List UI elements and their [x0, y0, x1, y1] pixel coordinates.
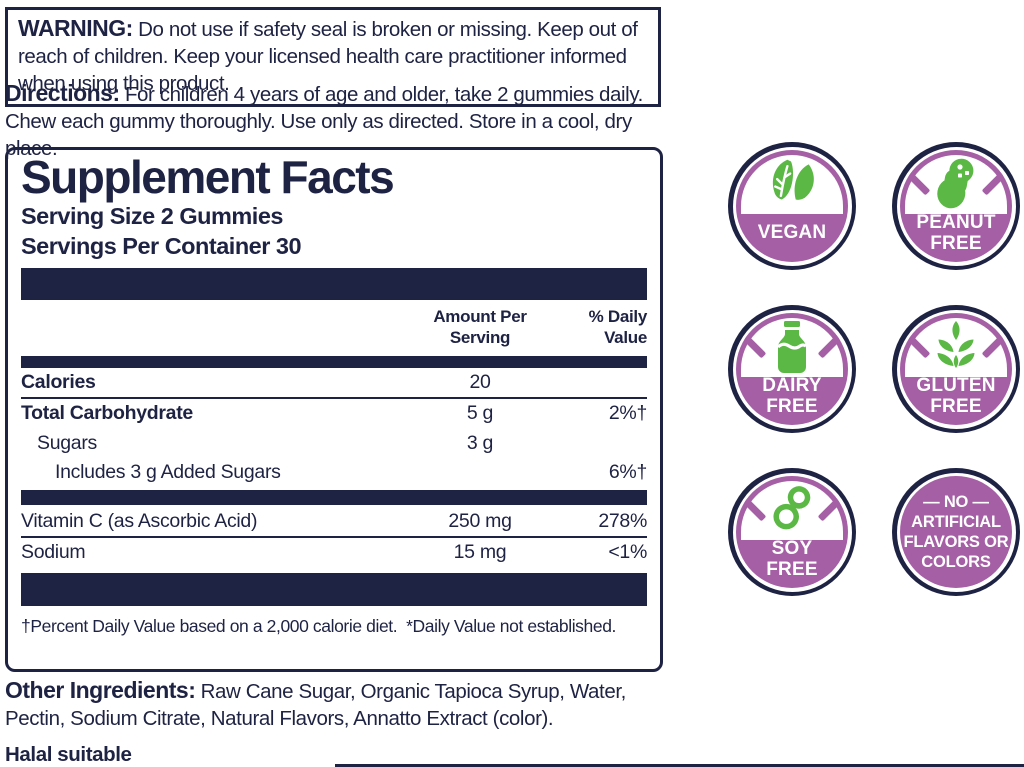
badge-label: — NO — ARTIFICIAL FLAVORS OR COLORS	[903, 492, 1009, 572]
directions-body: For children 4 years of age and older, t…	[5, 83, 643, 160]
other-ingredients-label: Other Ingredients:	[5, 677, 196, 703]
servings-per-container: Servings Per Container 30	[21, 232, 302, 259]
table-row-sodium: Sodium 15 mg <1%	[21, 541, 647, 564]
other-ingredients-text: Other Ingredients: Raw Cane Sugar, Organ…	[5, 676, 669, 733]
warning-body: Do not use if safety seal is broken or m…	[18, 18, 638, 95]
divider-bar	[21, 489, 647, 505]
divider-bar	[21, 572, 647, 606]
soybean-pod-icon	[773, 486, 811, 530]
warning-text: WARNING: Do not use if safety seal is br…	[18, 14, 648, 97]
warning-label: WARNING:	[18, 15, 133, 41]
other-ingredients-body: Raw Cane Sugar, Organic Tapioca Syrup, W…	[5, 680, 626, 730]
badge-label: DAIRY FREE	[762, 374, 822, 417]
daily-value-footnote: †Percent Daily Value based on a 2,000 ca…	[21, 615, 616, 636]
wheat-icon	[937, 321, 975, 368]
supplement-facts-panel: Supplement Facts Serving Size 2 Gummies …	[5, 147, 663, 672]
table-row-total-carbohydrate: Total Carbohydrate 5 g 2%†	[21, 402, 647, 425]
bottom-crop-line	[335, 764, 1024, 767]
badge-vegan: VEGAN	[728, 142, 856, 270]
badge-label: VEGAN	[757, 222, 827, 244]
badge-gluten-free: GLUTEN FREE	[892, 305, 1020, 433]
badge-peanut-free: PEANUT FREE	[892, 142, 1020, 270]
halal-suitable-note: Halal suitable	[5, 743, 132, 766]
badge-soy-free: SOY FREE	[728, 468, 856, 596]
other-ingredients-section: Other Ingredients: Raw Cane Sugar, Organ…	[5, 676, 669, 733]
table-row-sugars: Sugars 3 g	[37, 431, 494, 454]
peanut-icon	[937, 158, 974, 209]
directions-section: Directions: For children 4 years of age …	[5, 79, 667, 162]
supplement-facts-title: Supplement Facts	[21, 151, 395, 203]
column-header-dv: % Daily Value	[588, 306, 648, 347]
serving-size: Serving Size 2 Gummies	[21, 202, 283, 229]
badge-label: PEANUT FREE	[916, 211, 996, 254]
warning-box: WARNING: Do not use if safety seal is br…	[5, 7, 661, 108]
divider-bar	[21, 356, 647, 369]
vegan-leaves-icon	[772, 159, 814, 200]
badge-label: GLUTEN FREE	[916, 374, 996, 417]
column-header-amount: Amount Per Serving	[433, 306, 527, 347]
badge-label: SOY FREE	[766, 537, 818, 580]
milk-bottle-icon	[776, 321, 807, 373]
certification-badges: VEGAN	[728, 142, 1020, 596]
badge-dairy-free: DAIRY FREE	[728, 305, 856, 433]
directions-label: Directions:	[5, 80, 120, 106]
table-row-vitamin-c: Vitamin C (as Ascorbic Acid) 250 mg 278%	[21, 507, 647, 539]
divider-bar	[21, 267, 647, 300]
badge-no-artificial: — NO — ARTIFICIAL FLAVORS OR COLORS	[892, 468, 1020, 596]
table-row-added-sugars: Includes 3 g Added Sugars 6%†	[55, 461, 647, 484]
table-header-row: Amount Per Serving % Daily Value	[21, 300, 647, 354]
table-row-calories: Calories 20	[21, 368, 647, 400]
directions-text: Directions: For children 4 years of age …	[5, 79, 667, 162]
